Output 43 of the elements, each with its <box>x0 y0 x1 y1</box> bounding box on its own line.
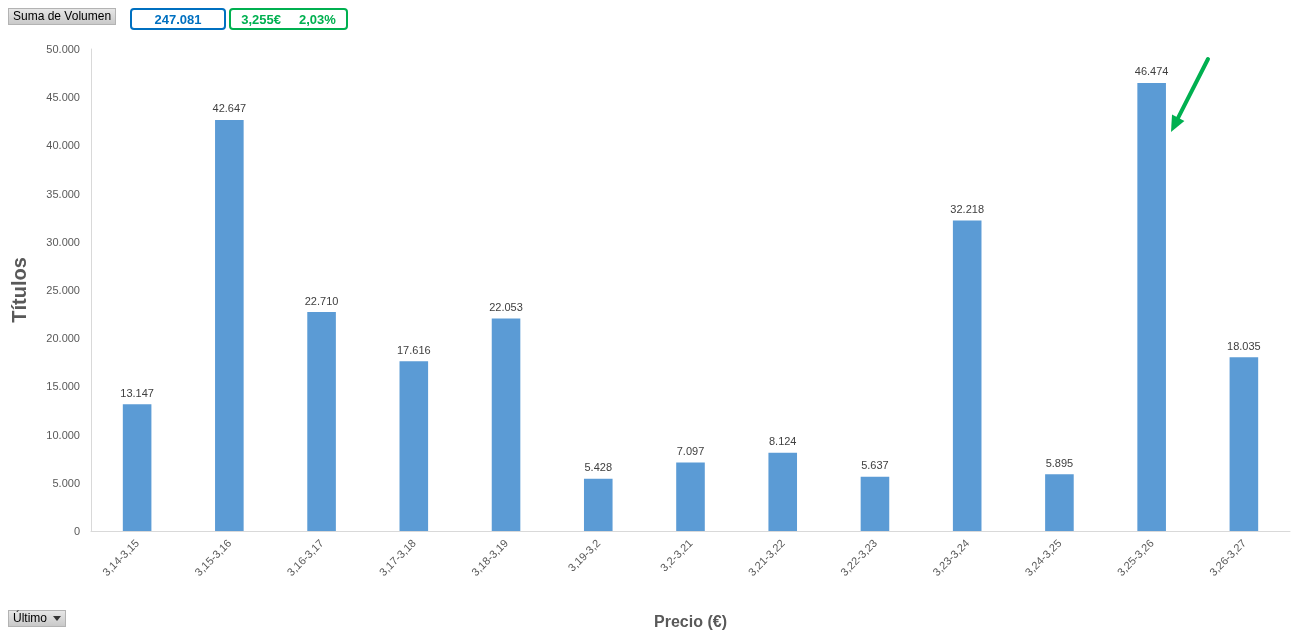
bar <box>215 119 244 531</box>
y-tick-label: 15.000 <box>46 380 80 393</box>
y-tick-label: 30.000 <box>46 235 80 248</box>
data-label: 7.097 <box>676 445 705 458</box>
data-label: 22.053 <box>489 300 523 313</box>
data-label: 5.637 <box>861 459 889 472</box>
y-tick-label: 0 <box>73 525 80 537</box>
bar <box>952 220 982 531</box>
data-label: 13.147 <box>120 386 154 399</box>
bar <box>1137 82 1166 531</box>
field-button: Suma de Volumen <box>8 8 117 25</box>
bar <box>399 361 429 531</box>
y-tick-label: 25.000 <box>46 284 80 296</box>
rounded-box: 3,255€ 2,03% <box>229 8 348 30</box>
data-label: 5.428 <box>584 461 613 474</box>
data-label: 46.474 <box>1134 65 1169 78</box>
y-axis-title: Títulos <box>8 257 30 323</box>
y-tick-label: 50.000 <box>46 43 80 55</box>
bar <box>122 404 152 531</box>
bar <box>307 312 336 531</box>
data-label: 22.710 <box>304 294 339 307</box>
bar <box>491 318 521 531</box>
bar <box>1229 357 1259 531</box>
y-tick-label: 10.000 <box>46 428 80 441</box>
x-axis-title: Precio (€) <box>654 612 727 630</box>
dropdown-button: Último <box>8 610 66 627</box>
y-tick-label: 5.000 <box>52 476 80 489</box>
data-label: 5.895 <box>1045 456 1074 469</box>
rounded-box: 247.081 <box>130 8 226 30</box>
bar <box>676 462 705 531</box>
bar <box>768 452 798 531</box>
y-tick-label: 45.000 <box>46 91 80 104</box>
y-tick-label: 35.000 <box>46 187 80 200</box>
y-tick-label: 40.000 <box>46 139 80 152</box>
bar <box>583 478 613 531</box>
data-label: 42.647 <box>212 102 247 115</box>
data-label: 32.218 <box>950 202 985 215</box>
data-label: 17.616 <box>396 343 431 356</box>
y-tick-label: 20.000 <box>46 332 80 345</box>
data-label: 18.035 <box>1227 339 1261 352</box>
bar <box>860 476 890 531</box>
data-label: 8.124 <box>768 435 797 448</box>
bar <box>1045 474 1074 531</box>
